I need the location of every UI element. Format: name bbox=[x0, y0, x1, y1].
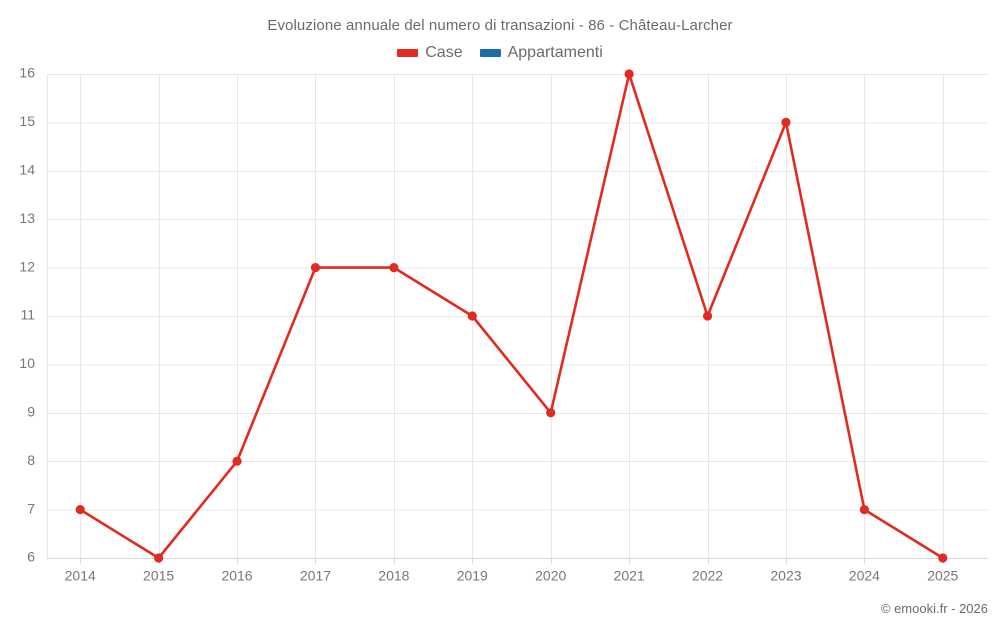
y-axis-tick-label: 14 bbox=[19, 162, 35, 178]
data-point-marker[interactable] bbox=[702, 311, 713, 321]
legend-swatch-icon bbox=[479, 49, 501, 57]
y-axis-tick-labels: 6 7 8 9 10 11 12 13 14 15 16 bbox=[19, 65, 35, 565]
x-axis-tick-label: 2024 bbox=[849, 567, 880, 583]
y-axis-tick-label: 15 bbox=[19, 113, 35, 129]
data-point-marker[interactable] bbox=[154, 553, 164, 563]
x-axis-tick-label: 2025 bbox=[927, 567, 958, 583]
y-axis-tick-label: 16 bbox=[19, 65, 35, 81]
y-axis-tick-label: 8 bbox=[27, 452, 35, 468]
x-axis-tick-label: 2018 bbox=[378, 567, 409, 583]
y-axis-tick-label: 12 bbox=[19, 258, 35, 274]
x-axis-tick-label: 2016 bbox=[221, 567, 252, 583]
data-series-layer bbox=[75, 69, 948, 563]
x-axis-tick-label: 2015 bbox=[143, 567, 174, 583]
data-point-marker[interactable] bbox=[310, 263, 321, 273]
data-point-marker[interactable] bbox=[75, 505, 85, 515]
credit-label: © emooki.fr - 2026 bbox=[880, 601, 988, 616]
series-line-case bbox=[78, 72, 945, 560]
x-axis-tick-label: 2022 bbox=[692, 567, 723, 583]
x-axis-tick-label: 2017 bbox=[300, 567, 331, 583]
data-point-marker[interactable] bbox=[859, 505, 869, 515]
chart-legend: Case Appartamenti bbox=[0, 44, 1000, 62]
legend-label-appartamenti: Appartamenti bbox=[507, 44, 603, 61]
x-axis-tick-label: 2020 bbox=[535, 567, 566, 583]
legend-item-case[interactable]: Case bbox=[397, 44, 463, 62]
x-axis-tick-labels: 2014 2015 2016 2017 2018 2019 2020 2021 2022 2023… bbox=[65, 567, 959, 583]
x-axis-tick-label: 2014 bbox=[65, 567, 96, 583]
data-point-marker[interactable] bbox=[781, 117, 791, 127]
gridlines bbox=[47, 74, 988, 564]
y-axis-tick-label: 7 bbox=[27, 500, 35, 516]
data-point-marker[interactable] bbox=[938, 553, 948, 563]
legend-item-appartamenti[interactable]: Appartamenti bbox=[479, 44, 603, 62]
x-axis-tick-label: 2021 bbox=[614, 567, 645, 583]
x-axis-tick-label: 2019 bbox=[457, 567, 488, 583]
data-point-marker[interactable] bbox=[467, 311, 477, 321]
legend-swatch-icon bbox=[397, 49, 419, 57]
y-axis-tick-label: 9 bbox=[27, 404, 35, 420]
data-point-marker[interactable] bbox=[624, 69, 634, 79]
y-axis-tick-label: 10 bbox=[19, 355, 35, 371]
y-axis-tick-label: 11 bbox=[20, 307, 35, 323]
y-axis-tick-label: 13 bbox=[19, 210, 35, 226]
y-axis-tick-label: 6 bbox=[27, 549, 35, 565]
data-point-marker[interactable] bbox=[389, 263, 399, 273]
data-point-marker[interactable] bbox=[546, 408, 556, 418]
data-point-marker[interactable] bbox=[232, 456, 242, 466]
legend-label-case: Case bbox=[425, 44, 463, 61]
chart-title: Evoluzione annuale del numero di transaz… bbox=[267, 17, 733, 34]
x-axis-tick-label: 2023 bbox=[770, 567, 801, 583]
